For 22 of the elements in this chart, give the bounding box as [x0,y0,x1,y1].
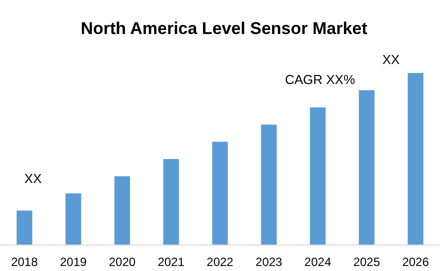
annotation: CAGR XX% [284,72,356,87]
bar [66,193,82,245]
bar [261,124,277,245]
x-tick-label: 2019 [60,255,88,269]
annotation: XX [24,171,42,186]
bar [163,159,179,245]
x-tick-label: 2024 [304,255,332,269]
bar [16,210,32,245]
x-tick-label: 2018 [11,255,38,269]
x-tick-label: 2021 [158,255,185,269]
bar [212,142,228,245]
x-tick-label: 2023 [256,255,283,269]
x-tick-label: 2020 [108,255,136,269]
text: XX [382,52,400,67]
bar [358,90,374,245]
bar [408,73,424,245]
bar [114,176,130,245]
x-tick-label: 2026 [402,255,430,269]
x-tick-label: 2025 [353,255,380,269]
x-tick-label: 2022 [206,255,234,269]
chart-title: North America Level Sensor Market [80,19,368,38]
bar [310,107,326,245]
